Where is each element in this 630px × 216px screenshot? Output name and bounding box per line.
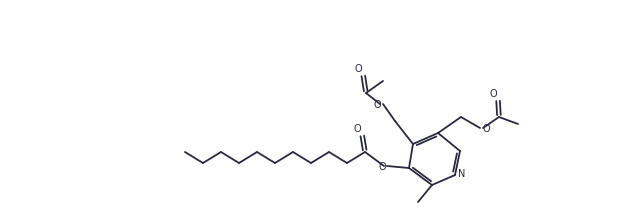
Text: O: O xyxy=(354,64,362,74)
Text: O: O xyxy=(482,124,490,134)
Text: O: O xyxy=(378,162,386,172)
Text: O: O xyxy=(353,124,361,134)
Text: N: N xyxy=(458,169,466,179)
Text: O: O xyxy=(373,100,381,110)
Text: O: O xyxy=(489,89,497,99)
